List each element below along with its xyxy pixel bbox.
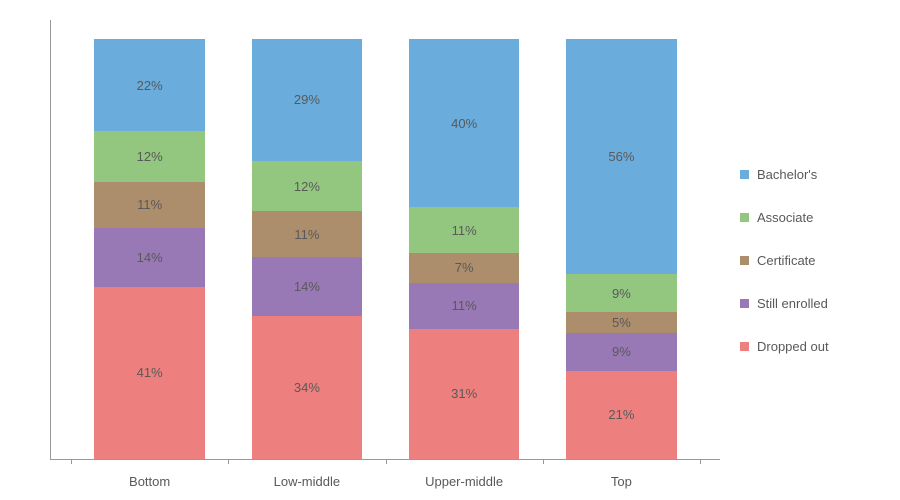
stacked-bar: 31% 11% 7% 11% 40% [409,39,520,459]
segment-value-label: 22% [137,78,163,93]
legend: Bachelor's Associate Certificate Still enro… [720,20,900,500]
segment-value-label: 29% [294,92,320,107]
segment-value-label: 5% [612,315,631,330]
segment-value-label: 34% [294,380,320,395]
bar-segment-dropped_out: 41% [94,287,205,459]
bar-segment-associate: 12% [252,161,363,211]
bar-segment-associate: 11% [409,207,520,253]
segment-value-label: 12% [137,149,163,164]
legend-item-associate: Associate [740,210,900,225]
segment-value-label: 11% [452,298,477,313]
legend-swatch [740,342,749,351]
legend-swatch [740,256,749,265]
bar-segment-bachelors: 56% [566,39,677,274]
legend-swatch [740,170,749,179]
chart-container: 41% 14% 11% 12% 22% 34% 14% 11% 12% 29% 31% 11% 7% 11… [0,0,900,500]
segment-value-label: 12% [294,179,320,194]
bar-segment-certificate: 11% [252,211,363,257]
segment-value-label: 31% [451,386,477,401]
bar-group: 21% 9% 5% 9% 56% [552,39,690,459]
legend-item-dropped_out: Dropped out [740,339,900,354]
bar-segment-still_enrolled: 14% [252,257,363,316]
bar-segment-dropped_out: 34% [252,316,363,459]
bar-segment-certificate: 7% [409,253,520,282]
bar-segment-bachelors: 22% [94,39,205,131]
segment-value-label: 9% [612,344,631,359]
x-axis-tick [71,459,72,464]
bar-segment-bachelors: 40% [409,39,520,207]
bar-group: 34% 14% 11% 12% 29% [238,39,376,459]
bar-segment-still_enrolled: 14% [94,228,205,287]
x-axis-tick [386,459,387,464]
bar-segment-still_enrolled: 11% [409,283,520,329]
bar-segment-certificate: 11% [94,182,205,228]
bar-segment-dropped_out: 21% [566,371,677,459]
segment-value-label: 41% [137,365,163,380]
legend-label: Associate [757,210,813,225]
x-axis-label: Bottom [80,474,218,489]
segment-value-label: 56% [608,149,634,164]
segment-value-label: 9% [612,286,631,301]
legend-swatch [740,299,749,308]
legend-item-bachelors: Bachelor's [740,167,900,182]
bar-segment-bachelors: 29% [252,39,363,161]
bar-segment-associate: 9% [566,274,677,312]
legend-item-certificate: Certificate [740,253,900,268]
bar-group: 31% 11% 7% 11% 40% [395,39,533,459]
x-axis-tick [700,459,701,464]
plot-area: 41% 14% 11% 12% 22% 34% 14% 11% 12% 29% 31% 11% 7% 11… [50,20,720,460]
segment-value-label: 11% [294,227,319,242]
segment-value-label: 21% [608,407,634,422]
segment-value-label: 7% [455,260,474,275]
legend-label: Still enrolled [757,296,828,311]
x-axis-label: Upper-middle [395,474,533,489]
bar-segment-dropped_out: 31% [409,329,520,459]
x-axis-label: Low-middle [238,474,376,489]
bar-segment-still_enrolled: 9% [566,333,677,371]
stacked-bar: 21% 9% 5% 9% 56% [566,39,677,459]
legend-label: Bachelor's [757,167,817,182]
stacked-bar: 41% 14% 11% 12% 22% [94,39,205,459]
segment-value-label: 14% [137,250,163,265]
segment-value-label: 40% [451,116,477,131]
segment-value-label: 14% [294,279,320,294]
segment-value-label: 11% [137,197,162,212]
legend-swatch [740,213,749,222]
stacked-bar: 34% 14% 11% 12% 29% [252,39,363,459]
x-axis-tick [228,459,229,464]
legend-label: Certificate [757,253,816,268]
bar-segment-associate: 12% [94,131,205,181]
legend-item-still_enrolled: Still enrolled [740,296,900,311]
segment-value-label: 11% [452,223,477,238]
x-axis-label: Top [552,474,690,489]
x-axis-tick [543,459,544,464]
legend-label: Dropped out [757,339,829,354]
bar-group: 41% 14% 11% 12% 22% [80,39,218,459]
bars-row: 41% 14% 11% 12% 22% 34% 14% 11% 12% 29% 31% 11% 7% 11… [51,20,720,459]
x-axis-labels: Bottom Low-middle Upper-middle Top [51,474,720,489]
bar-segment-certificate: 5% [566,312,677,333]
